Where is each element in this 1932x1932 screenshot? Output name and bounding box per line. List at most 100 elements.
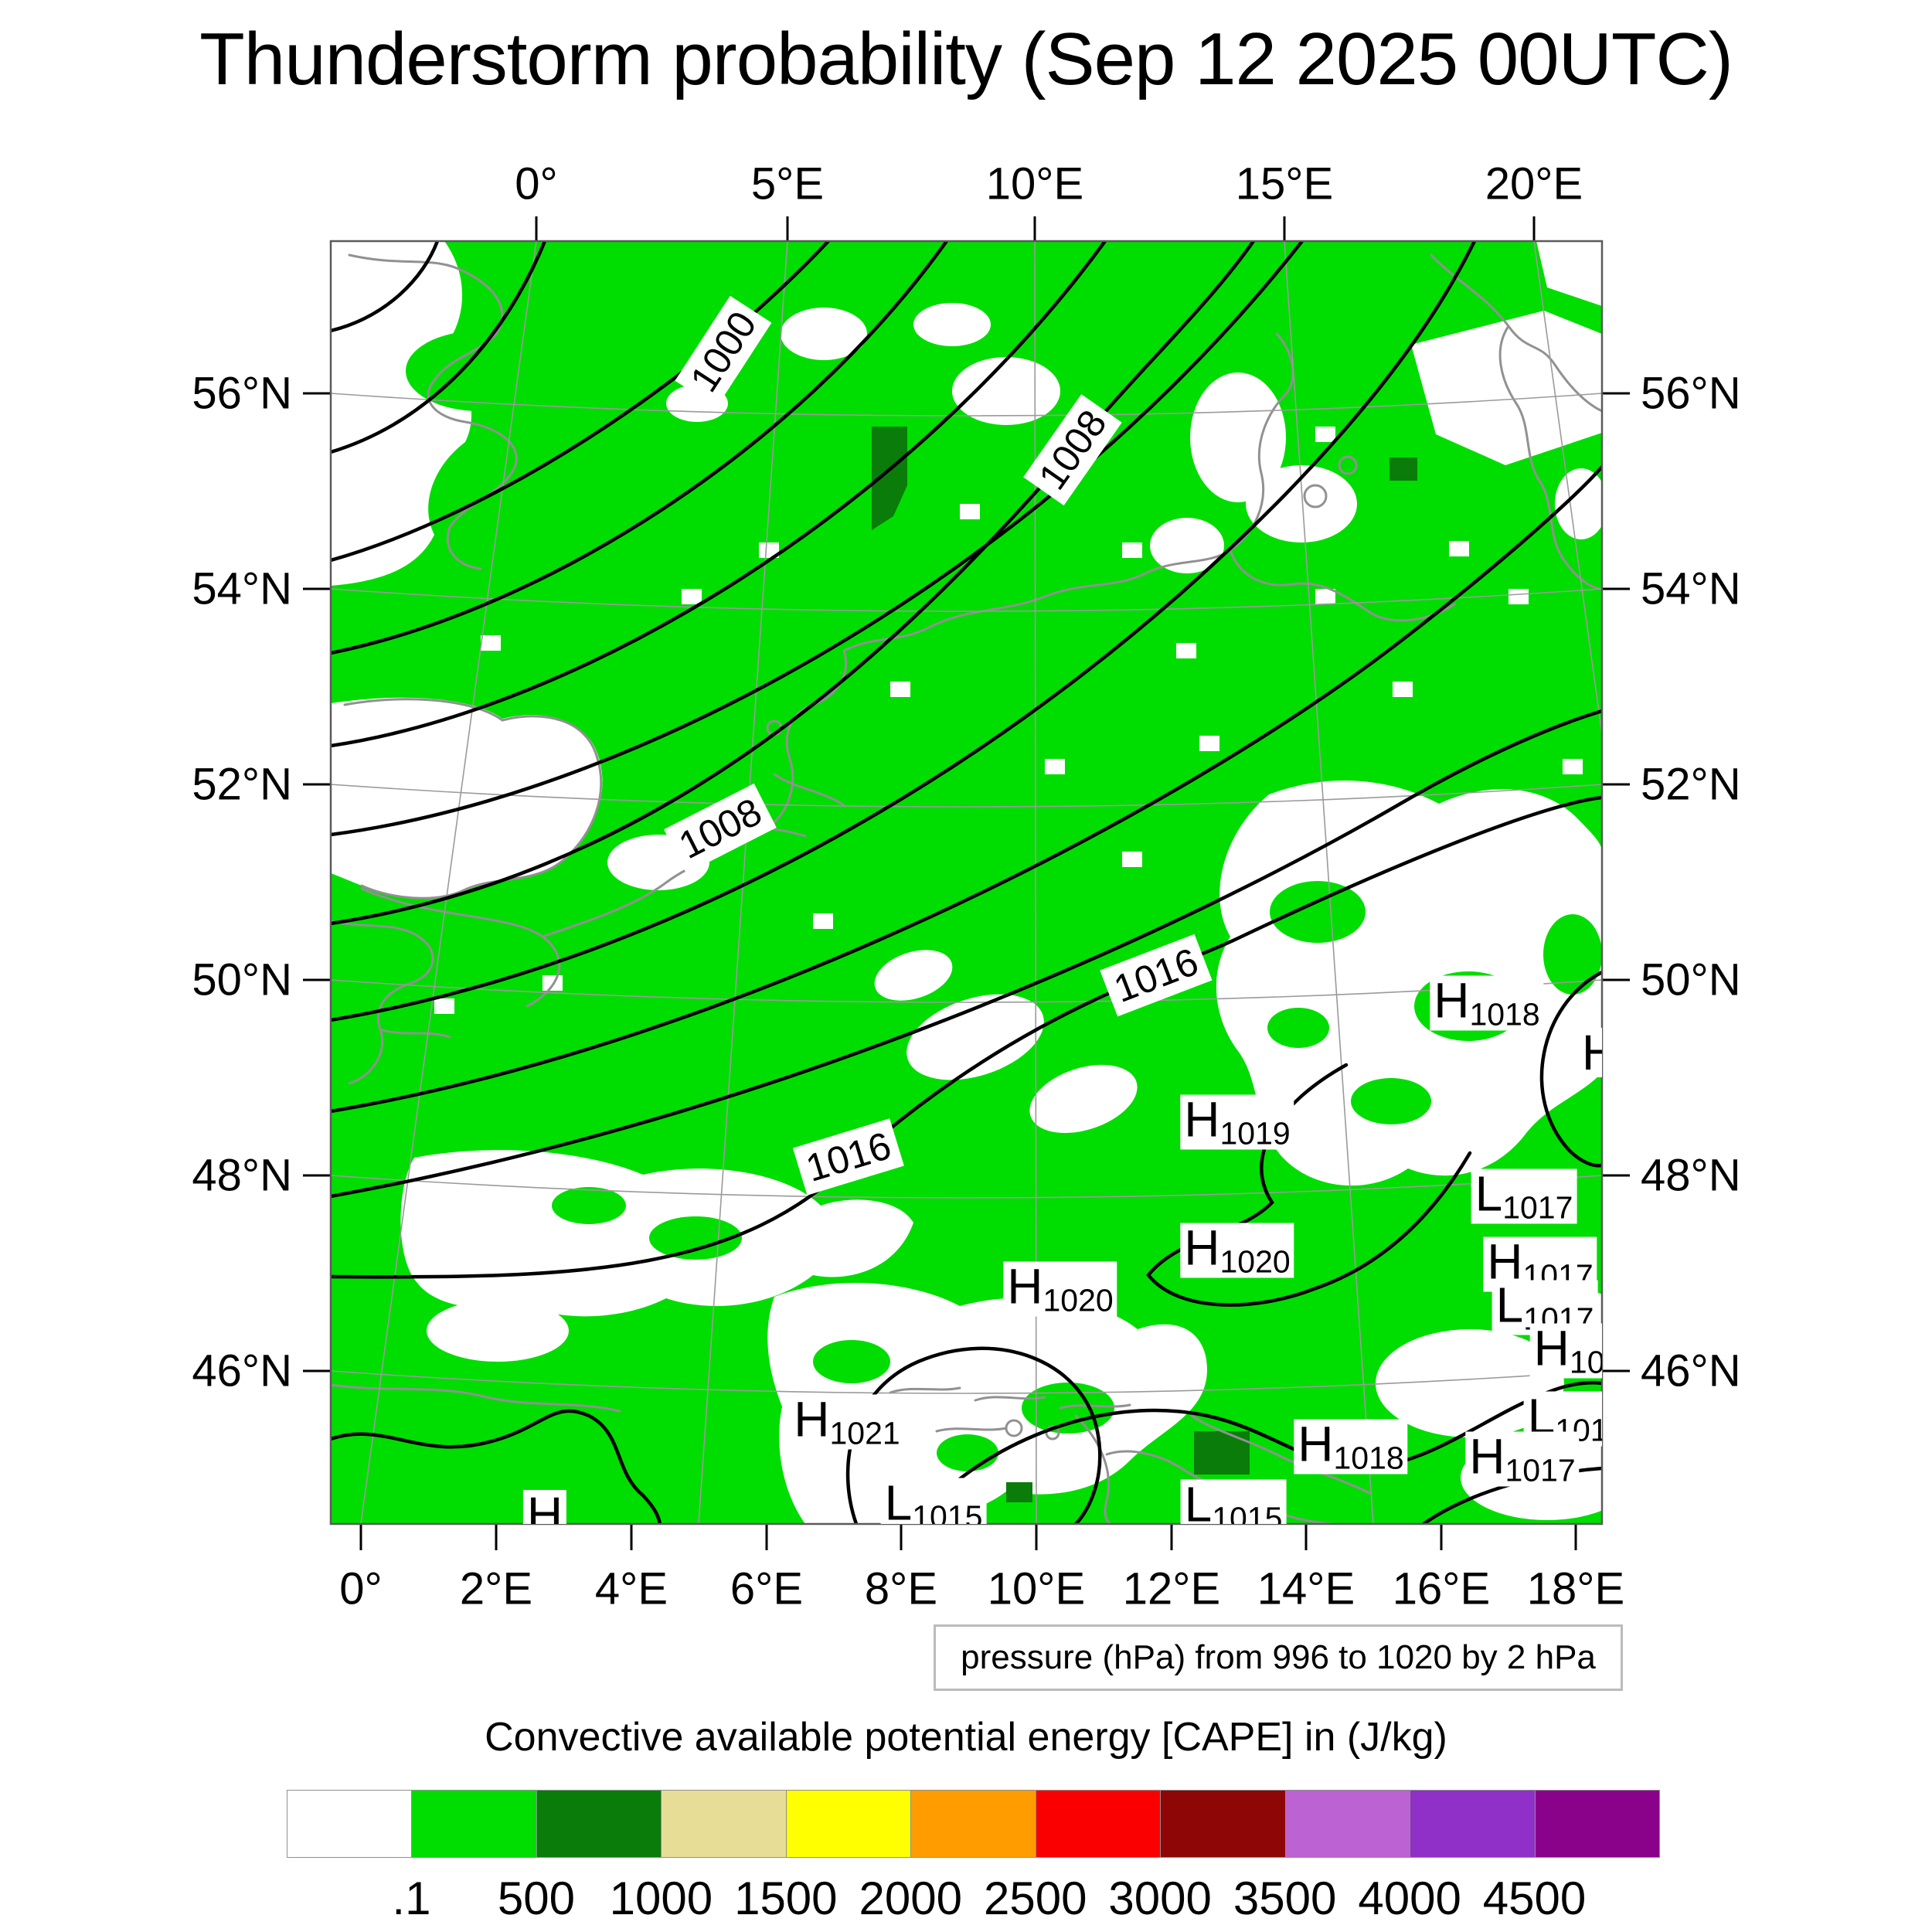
lat-tick-label: 50°N — [1641, 954, 1741, 1005]
pressure-center-letter: L — [1475, 1165, 1503, 1222]
pressure-center-h: H 1021 — [790, 1391, 904, 1451]
pressure-center-letter: H — [526, 1487, 563, 1524]
colorbar-tick-label: 3000 — [1108, 1872, 1212, 1924]
pressure-center-l: L 1015 — [880, 1475, 987, 1525]
lat-tick-label: 48°N — [192, 1150, 292, 1201]
colorbar-cell — [1410, 1790, 1536, 1858]
pressure-center-value: 1018 — [1469, 996, 1540, 1032]
pressure-center-h: H — [522, 1487, 567, 1524]
pressure-center-h: H 1020 — [1003, 1258, 1117, 1318]
pressure-center-value: 1018 — [1333, 1440, 1404, 1476]
colorbar-tick-label: 2500 — [983, 1872, 1087, 1924]
colorbar-cell — [287, 1790, 413, 1858]
pressure-contour-caption: pressure (hPa) from 996 to 1020 by 2 hPa — [934, 1624, 1623, 1691]
pressure-center-value: 1017 — [1505, 1452, 1576, 1488]
lon-tick-label: 6°E — [730, 1563, 804, 1614]
lon-tick-label: 18°E — [1526, 1563, 1625, 1614]
pressure-center-h: H — [1577, 1025, 1602, 1080]
pressure-center-value: 1015 — [912, 1498, 983, 1524]
pressure-center-letter: H — [1007, 1258, 1043, 1315]
pressure-center-letter: L — [884, 1475, 913, 1525]
colorbar-tick-label: 2000 — [859, 1872, 963, 1924]
colorbar-tick-label: 1500 — [734, 1872, 838, 1924]
colorbar-title: Convective available potential energy [C… — [485, 1715, 1447, 1760]
lat-tick-label: 54°N — [192, 563, 292, 614]
colorbar-cell — [1035, 1790, 1162, 1858]
lat-tick-label: 48°N — [1641, 1150, 1741, 1201]
isobars — [331, 241, 1602, 1524]
lon-tick-label: 15°E — [1235, 158, 1334, 209]
no-cape-white-regions — [331, 241, 1602, 1524]
lon-tick-label: 5°E — [750, 158, 825, 209]
colorbar-cell — [1534, 1790, 1660, 1858]
lon-tick-label: 20°E — [1485, 158, 1583, 209]
lon-tick-label: 0° — [339, 1563, 383, 1614]
colorbar-tick-label: 1000 — [609, 1872, 713, 1924]
pressure-center-letter: H — [1581, 1025, 1602, 1080]
lat-tick-label: 52°N — [1641, 759, 1741, 810]
map-border — [329, 240, 1604, 1526]
pressure-center-h: H 1020 — [1180, 1223, 1294, 1278]
lon-tick-label: 14°E — [1257, 1563, 1355, 1614]
lat-tick-label: 56°N — [1641, 368, 1741, 419]
colorbar-cell — [1284, 1790, 1411, 1858]
pressure-center-h: H 1019 — [1180, 1091, 1294, 1151]
lat-tick-label: 50°N — [192, 954, 292, 1005]
pressure-center-letter: H — [1487, 1233, 1523, 1290]
map-label-overlay: H1018HH1019L1017H1020H1017L1017H1020H101… — [331, 241, 1602, 1524]
cape-colorbar — [287, 1790, 1660, 1858]
pressure-center-letter: L — [1495, 1277, 1524, 1333]
lat-tick-label: 56°N — [192, 368, 292, 419]
colorbar-tick-label: 500 — [497, 1872, 575, 1924]
lon-tick-label: 2°E — [459, 1563, 533, 1614]
colorbar-cell — [1160, 1790, 1286, 1858]
colorbar-tick-label: 4000 — [1358, 1872, 1461, 1924]
isobar-label: 1008 — [664, 783, 777, 874]
lon-tick-label: 0° — [515, 158, 558, 209]
pressure-center-value: 101 — [1569, 1344, 1602, 1380]
pressure-center-value: 1021 — [829, 1415, 900, 1451]
pressure-center-l: L 1015 — [1180, 1476, 1287, 1525]
lon-tick-label: 12°E — [1122, 1563, 1221, 1614]
lat-tick-label: 46°N — [192, 1345, 292, 1396]
isobar-label: 1000 — [675, 295, 772, 408]
pressure-center-letter: H — [1469, 1428, 1505, 1485]
colorbar-tick-label: .1 — [392, 1872, 431, 1924]
colorbar-tick-label: 4500 — [1482, 1872, 1587, 1924]
pressure-center-value: 1019 — [1219, 1115, 1291, 1151]
pressure-center-value: 1020 — [1043, 1282, 1114, 1318]
pressure-center-h: H 1017 — [1465, 1428, 1580, 1488]
lon-tick-label: 16°E — [1392, 1563, 1491, 1614]
colorbar-cell — [536, 1790, 662, 1858]
lat-tick-label: 52°N — [192, 759, 292, 810]
lon-tick-label: 4°E — [594, 1563, 668, 1614]
pressure-center-l: L 1017 — [1471, 1165, 1577, 1224]
lon-tick-label: 8°E — [864, 1563, 938, 1614]
colorbar-tick-label: 3500 — [1233, 1872, 1337, 1924]
chart-title: Thunderstorm probability (Sep 12 2025 00… — [199, 18, 1733, 100]
lon-tick-label: 10°E — [987, 1563, 1086, 1614]
pressure-center-letter: H — [794, 1391, 830, 1447]
pressure-center-letter: H — [1434, 972, 1470, 1029]
colorbar-cell — [785, 1790, 912, 1858]
colorbar-cell — [661, 1790, 787, 1858]
pressure-center-letter: H — [1184, 1219, 1220, 1276]
pressure-center-letter: H — [1184, 1091, 1220, 1148]
coastlines — [331, 253, 1602, 1524]
cape-colorbar-labels: .1 500 1000 1500 2000 2500 3000 3500 4000 4500 — [287, 1872, 1659, 1927]
pressure-center-letter: H — [1533, 1320, 1570, 1376]
pressure-center-value: 1015 — [1212, 1500, 1283, 1524]
isobar-label: 1016 — [792, 1118, 905, 1196]
axis-ticks — [303, 216, 1630, 1550]
pressure-center-letter: L — [1184, 1476, 1213, 1525]
lat-tick-label: 54°N — [1641, 563, 1741, 614]
isobar-label: 1008 — [1023, 393, 1122, 506]
pressure-center-value: 1020 — [1219, 1243, 1291, 1280]
lon-tick-label: 10°E — [985, 158, 1084, 209]
pressure-center-h: H 1018 — [1294, 1419, 1408, 1476]
pressure-center-h: H 1018 — [1430, 972, 1544, 1032]
colorbar-cell — [411, 1790, 537, 1858]
